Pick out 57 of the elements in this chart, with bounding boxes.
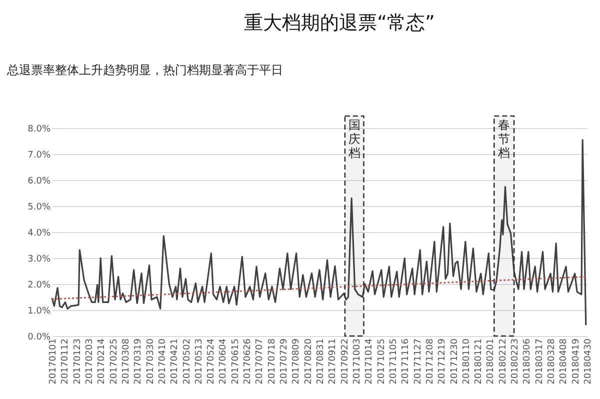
x-tick-label: 20170203 [84,338,95,384]
y-tick-label: 5.0% [28,202,51,212]
x-tick-label: 20170911 [328,338,338,384]
x-tick-label: 20180306 [522,338,533,384]
chart-subtitle: 总退票率整体上升趋势明显，热门档期显著高于平日 [6,63,283,77]
y-tick-label: 4.0% [28,228,51,238]
x-tick-label: 20171219 [438,338,448,384]
x-tick-label: 20180223 [510,338,521,384]
x-tick-label: 20171127 [413,338,424,384]
x-tick-label: 20170922 [340,338,350,384]
x-tick-label: 20171003 [352,338,362,384]
x-tick-label: 20180328 [547,338,558,384]
x-tick-label: 20170112 [60,338,71,384]
x-tick-label: 20170524 [206,338,217,384]
x-tick-label: 20180408 [559,338,570,384]
x-tick-label: 20171014 [364,338,375,384]
y-tick-label: 3.0% [28,254,51,264]
x-tick-label: 20170123 [72,338,83,384]
y-tick-label: 6.0% [28,176,51,186]
x-tick-label: 20170319 [134,338,144,384]
x-tick-label: 20170101 [48,338,58,384]
x-tick-label: 20170820 [304,338,314,384]
y-tick-label: 8.0% [28,124,51,134]
x-tick-label: 20170604 [218,338,229,384]
x-tick-label: 20170421 [170,338,180,384]
x-tick-label: 20170410 [158,338,168,384]
x-tick-label: 20170214 [97,338,108,384]
x-tick-label: 20170225 [109,338,120,384]
x-tick-label: 20180110 [462,338,472,384]
x-tick-label: 20180121 [474,338,484,384]
band-label: 春节档 [497,118,510,160]
x-tick-label: 20170707 [255,338,266,384]
band-label: 国庆档 [347,118,360,160]
x-tick-label: 20180317 [534,338,545,384]
x-tick-label: 20170330 [146,338,156,384]
x-tick-label: 20171208 [425,338,436,384]
y-tick-label: 1.0% [28,306,51,316]
x-tick-label: 20170615 [230,338,241,384]
x-tick-label: 20171025 [376,338,387,384]
x-tick-label: 20170729 [280,338,290,384]
x-tick-label: 20170809 [292,338,302,384]
x-tick-label: 20171116 [401,338,412,384]
x-tick-label: 20180201 [486,338,496,384]
x-tick-label: 20171105 [388,338,399,384]
x-tick-label: 20171230 [450,338,460,384]
x-tick-label: 20180212 [498,338,508,384]
x-tick-label: 20170718 [267,338,278,384]
x-tick-label: 20170626 [243,338,254,384]
x-tick-label: 20170502 [182,338,192,384]
x-tick-label: 20170308 [121,338,132,384]
x-tick-label: 20180430 [584,338,594,384]
x-tick-label: 20170831 [316,338,326,384]
y-tick-label: 7.0% [28,150,51,160]
y-tick-label: 2.0% [28,280,51,290]
x-tick-label: 20180419 [571,338,582,384]
x-tick-label: 20170513 [194,338,204,384]
chart-title: 重大档期的退票“常态” [244,12,435,34]
